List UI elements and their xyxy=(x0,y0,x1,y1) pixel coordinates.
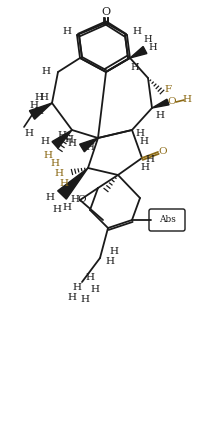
Text: H: H xyxy=(68,292,76,301)
Text: H: H xyxy=(91,286,99,295)
Text: H: H xyxy=(40,136,49,146)
Text: H: H xyxy=(43,151,52,160)
Text: H: H xyxy=(46,194,55,202)
Polygon shape xyxy=(29,103,52,119)
Polygon shape xyxy=(80,138,98,152)
Polygon shape xyxy=(52,130,72,148)
Text: O: O xyxy=(159,148,167,156)
Text: H: H xyxy=(39,93,49,101)
Text: H: H xyxy=(35,106,43,115)
Text: H: H xyxy=(140,138,148,147)
Text: H: H xyxy=(81,295,89,304)
Text: H: H xyxy=(85,143,95,152)
FancyBboxPatch shape xyxy=(149,209,185,231)
Text: H: H xyxy=(85,273,95,282)
Text: O: O xyxy=(101,7,111,17)
Text: F: F xyxy=(164,85,171,94)
Text: H: H xyxy=(183,96,191,105)
Text: H: H xyxy=(109,248,118,257)
Text: O: O xyxy=(78,195,86,204)
Text: H: H xyxy=(29,101,39,110)
Text: H: H xyxy=(55,169,63,178)
Text: Abs: Abs xyxy=(158,215,176,224)
Text: H: H xyxy=(72,283,82,291)
Text: H: H xyxy=(62,202,72,211)
Text: H: H xyxy=(131,63,139,72)
Polygon shape xyxy=(58,168,88,199)
Text: H: H xyxy=(50,159,59,168)
Polygon shape xyxy=(130,46,147,58)
Text: H: H xyxy=(145,156,154,164)
Text: O: O xyxy=(168,97,176,106)
Text: H: H xyxy=(58,131,66,139)
Text: H: H xyxy=(68,139,76,148)
Text: H: H xyxy=(59,180,69,189)
Text: H: H xyxy=(105,257,115,266)
Text: H: H xyxy=(24,128,33,138)
Text: H: H xyxy=(65,135,73,144)
Text: H: H xyxy=(141,164,150,173)
Text: H: H xyxy=(144,35,152,45)
Text: H: H xyxy=(52,206,62,215)
Text: H: H xyxy=(71,195,79,204)
Text: H: H xyxy=(149,43,157,52)
Text: H: H xyxy=(155,110,164,119)
Text: H: H xyxy=(42,67,50,76)
Text: H: H xyxy=(132,28,141,37)
Text: H: H xyxy=(135,128,144,138)
Text: H: H xyxy=(35,93,43,102)
Polygon shape xyxy=(152,99,169,108)
Text: H: H xyxy=(62,28,72,37)
